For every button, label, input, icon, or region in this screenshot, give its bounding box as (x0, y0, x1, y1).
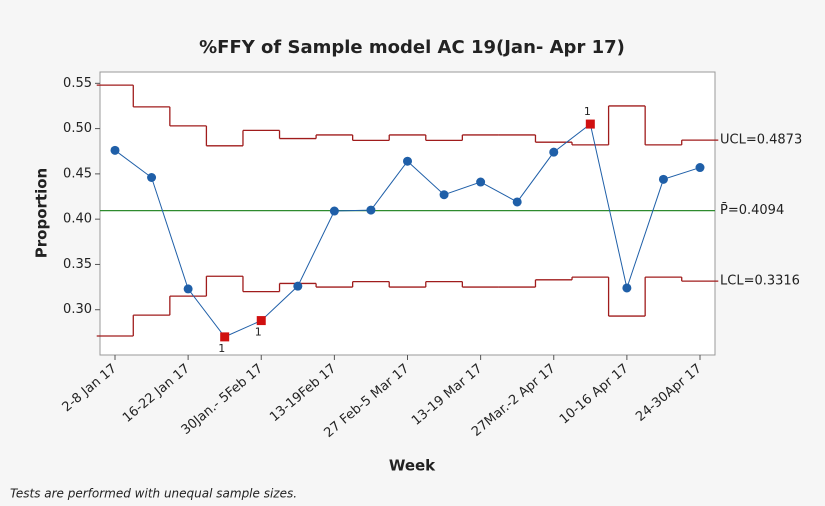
flagged-point (220, 332, 229, 341)
y-tick-label: 0.45 (63, 166, 92, 181)
y-tick-label: 0.55 (63, 76, 92, 91)
point (366, 206, 375, 215)
point (184, 284, 193, 293)
point (147, 173, 156, 182)
plot-area (100, 72, 715, 355)
point (330, 207, 339, 216)
footnote: Tests are performed with unequal sample … (10, 487, 297, 501)
flagged-point (586, 120, 595, 129)
point (111, 146, 120, 155)
flag-label: 1 (584, 105, 591, 118)
point (696, 163, 705, 172)
x-axis-label: Week (389, 457, 436, 475)
point (293, 282, 302, 291)
y-axis-label: Proportion (33, 168, 51, 258)
y-tick-label: 0.30 (63, 302, 92, 317)
flag-label: 1 (255, 326, 262, 339)
lcl-label: LCL=0.3316 (720, 274, 800, 289)
point (659, 175, 668, 184)
point (440, 190, 449, 199)
flagged-point (257, 316, 266, 325)
point (549, 148, 558, 157)
ucl-label: UCL=0.4873 (720, 133, 802, 148)
chart: %FFY of Sample model AC 19(Jan- Apr 17) … (0, 0, 825, 506)
point (476, 178, 485, 187)
y-tick-label: 0.35 (63, 257, 92, 272)
point (403, 157, 412, 166)
center-label: P̄=0.4094 (720, 203, 784, 218)
y-tick-label: 0.40 (63, 212, 92, 227)
page: %FFY of Sample model AC 19(Jan- Apr 17) … (0, 0, 825, 506)
chart-title: %FFY of Sample model AC 19(Jan- Apr 17) (199, 37, 625, 58)
point (513, 197, 522, 206)
y-tick-label: 0.50 (63, 121, 92, 136)
point (622, 283, 631, 292)
flag-label: 1 (218, 342, 225, 355)
